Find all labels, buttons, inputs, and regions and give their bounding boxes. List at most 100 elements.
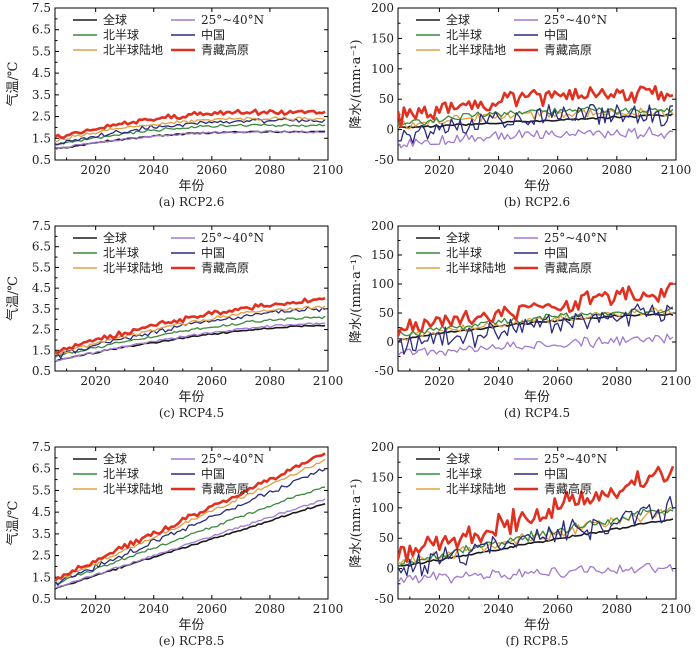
legend-label-tp: 青藏高原 xyxy=(544,481,592,496)
x-tick-label: 2080 xyxy=(602,163,633,177)
legend-label-china: 中国 xyxy=(201,245,225,260)
x-tick-label: 2100 xyxy=(313,163,344,177)
y-tick-label: 2.5 xyxy=(32,549,51,563)
y-tick-label: 4.5 xyxy=(32,505,51,519)
x-tick-label: 2080 xyxy=(255,602,286,616)
x-tick-label: 2080 xyxy=(602,374,633,388)
panel-caption: (a) RCP2.6 xyxy=(159,195,225,209)
legend-label-nh: 北半球 xyxy=(446,28,482,42)
y-axis-label: 降水/(mm·a⁻¹) xyxy=(349,254,364,343)
legend-label-lat25_40: 25°~40°N xyxy=(201,452,264,466)
y-tick-label: 50 xyxy=(379,531,394,545)
y-tick-label: 6.5 xyxy=(32,462,51,476)
x-tick-label: 2020 xyxy=(424,163,455,177)
x-tick-label: 2020 xyxy=(80,602,111,616)
y-tick-label: 0 xyxy=(386,335,394,349)
panel-b: 2020 2040 2060 2080 2100 -50 0 50 100 150 200 年份 降水/… xyxy=(349,1,691,209)
y-tick-label: 150 xyxy=(371,248,394,262)
series-line-china xyxy=(55,306,326,359)
y-tick-label: 7.5 xyxy=(32,440,51,454)
legend-label-global: 全球 xyxy=(103,12,127,27)
legend-label-global: 全球 xyxy=(446,12,470,27)
y-tick-label: 5.5 xyxy=(32,260,51,274)
legend-label-lat25_40: 25°~40°N xyxy=(544,231,607,245)
x-tick-label: 2060 xyxy=(542,163,573,177)
y-tick-label: 2.5 xyxy=(32,110,51,124)
series-line-nh xyxy=(55,486,326,585)
y-tick-label: 200 xyxy=(371,440,394,454)
y-tick-label: 0.5 xyxy=(32,153,51,167)
y-tick-label: -50 xyxy=(375,364,394,378)
x-tick-label: 2100 xyxy=(313,602,344,616)
y-tick-label: 100 xyxy=(371,277,394,291)
legend-label-tp: 青藏高原 xyxy=(201,260,249,275)
panel-e: 2020 2040 2060 2080 2100 0.5 1.5 2.5 3.5 4.5 5.5 6.… xyxy=(5,440,343,648)
y-tick-label: 150 xyxy=(371,31,394,45)
x-tick-label: 2040 xyxy=(483,163,514,177)
legend-label-nh_land: 北半球陆地 xyxy=(103,42,163,57)
series-group xyxy=(55,108,326,151)
y-tick-label: 5.5 xyxy=(32,483,51,497)
series-group xyxy=(398,282,674,357)
y-tick-label: 200 xyxy=(371,219,394,233)
series-line-tp xyxy=(55,296,326,355)
x-axis-label: 年份 xyxy=(524,618,550,633)
series-group xyxy=(398,85,674,149)
y-tick-label: 3.5 xyxy=(32,88,51,102)
x-tick-label: 2060 xyxy=(197,602,228,616)
series-line-lat25_40 xyxy=(55,322,326,362)
legend-label-tp: 青藏高原 xyxy=(544,260,592,275)
x-tick-label: 2080 xyxy=(602,602,633,616)
y-tick-label: -50 xyxy=(375,592,394,606)
legend-label-nh_land: 北半球陆地 xyxy=(446,260,506,275)
y-tick-label: 3.5 xyxy=(32,302,51,316)
y-axis-label: 降水/(mm·a⁻¹) xyxy=(349,478,364,567)
legend-label-nh: 北半球 xyxy=(446,246,482,260)
y-tick-label: 150 xyxy=(371,470,394,484)
y-tick-label: 6.5 xyxy=(32,23,51,37)
x-tick-label: 2100 xyxy=(661,374,692,388)
x-tick-label: 2080 xyxy=(255,163,286,177)
series-line-lat25_40 xyxy=(55,129,326,151)
series-line-tp xyxy=(55,452,326,582)
series-line-nh xyxy=(398,306,674,337)
y-tick-label: 0 xyxy=(386,562,394,576)
x-tick-label: 2040 xyxy=(483,374,514,388)
y-tick-label: 7.5 xyxy=(32,1,51,15)
legend-label-nh: 北半球 xyxy=(103,246,139,260)
legend-label-lat25_40: 25°~40°N xyxy=(201,13,264,27)
x-tick-label: 2040 xyxy=(138,602,169,616)
legend-label-nh: 北半球 xyxy=(103,28,139,42)
series-line-lat25_40 xyxy=(398,126,674,149)
y-tick-label: 100 xyxy=(371,62,394,76)
legend-label-nh_land: 北半球陆地 xyxy=(103,481,163,496)
x-tick-label: 2040 xyxy=(138,163,169,177)
series-line-nh xyxy=(55,123,326,147)
panel-d: 2020 2040 2060 2080 2100 -50 0 50 100 150 200 年份 降水/… xyxy=(349,219,691,420)
legend-label-tp: 青藏高原 xyxy=(201,481,249,496)
y-tick-label: 4.5 xyxy=(32,66,51,80)
x-tick-label: 2040 xyxy=(483,602,514,616)
series-line-tp xyxy=(398,282,674,337)
legend-label-nh: 北半球 xyxy=(446,467,482,481)
series-line-china xyxy=(398,495,674,577)
panel-a: 2020 2040 2060 2080 2100 0.5 1.5 2.5 3.5 4.5 5.5 6.… xyxy=(5,1,343,209)
series-line-china xyxy=(398,104,674,144)
legend-label-global: 全球 xyxy=(446,451,470,466)
series-line-nh_land xyxy=(55,305,326,356)
y-tick-label: -50 xyxy=(375,153,394,167)
panel-caption: (e) RCP8.5 xyxy=(159,634,225,648)
y-tick-label: 1.5 xyxy=(32,570,51,584)
series-line-nh xyxy=(398,106,674,126)
y-tick-label: 7.5 xyxy=(32,219,51,233)
y-tick-label: 1.5 xyxy=(32,131,51,145)
y-axis-label: 气温/℃ xyxy=(5,62,21,107)
y-tick-label: 4.5 xyxy=(32,281,51,295)
series-line-lat25_40 xyxy=(398,563,674,584)
plot-frame xyxy=(54,225,329,372)
panel-f: 2020 2040 2060 2080 2100 -50 0 50 100 150 200 年份 降水/… xyxy=(349,440,691,648)
y-tick-label: 1.5 xyxy=(32,343,51,357)
series-group xyxy=(55,296,326,363)
legend-label-global: 全球 xyxy=(103,451,127,466)
